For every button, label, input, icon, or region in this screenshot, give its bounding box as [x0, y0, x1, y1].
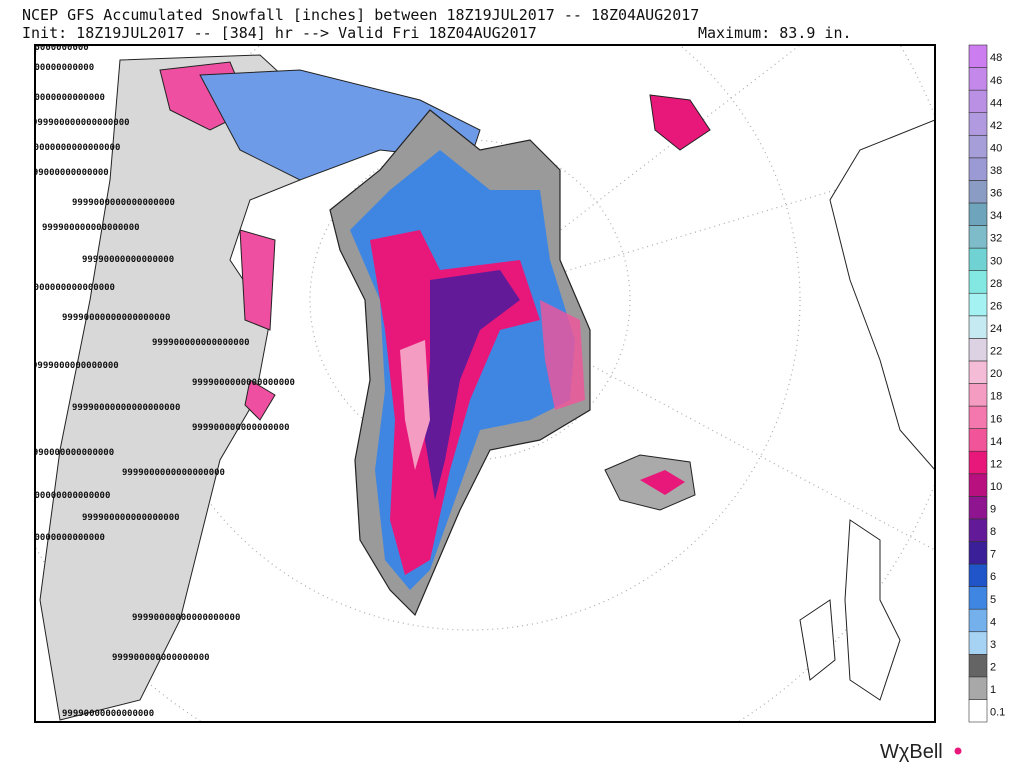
map-label: 999900000000000000	[82, 513, 180, 523]
colorbar-bin	[968, 338, 988, 362]
colorbar-label: 28	[990, 278, 1002, 290]
colorbar-label: 4	[990, 616, 996, 628]
map-label: 999900000000000000	[42, 223, 140, 233]
colorbar-bin	[968, 653, 988, 678]
logo: WχBell	[880, 741, 943, 763]
colorbar-bin	[968, 586, 988, 610]
colorbar-label: 16	[990, 413, 1002, 425]
map-label: 99990000000000000	[82, 255, 174, 265]
map-label: 99990000000000000000	[2, 491, 110, 501]
colorbar-bin	[968, 518, 988, 542]
colorbar-bin	[968, 699, 988, 723]
colorbar-bin	[968, 202, 988, 226]
colorbar-label: 9	[990, 504, 996, 516]
colorbar-label: 44	[990, 97, 1002, 109]
map-label: 9999000000000000000	[2, 533, 105, 543]
colorbar-bin	[968, 631, 988, 655]
map-label: 99990000000000000000	[12, 143, 120, 153]
map: 9999000000000000 99990000000000000 9999000…	[2, 43, 936, 723]
colorbar-label: 6	[990, 571, 996, 583]
colorbar-bin	[968, 292, 988, 317]
colorbar-bin	[968, 608, 988, 633]
colorbar-label: 0.1	[990, 707, 1005, 719]
map-label: 999900000000000000	[32, 118, 130, 128]
maximum: Maximum: 83.9 in.	[698, 24, 852, 42]
colorbar-label: 20	[990, 368, 1002, 380]
colorbar-label: 24	[990, 323, 1002, 335]
map-label: 9999000000000000000	[12, 283, 115, 293]
map-label: 99990000000000000	[2, 63, 94, 73]
colorbar-bin	[968, 157, 988, 181]
colorbar-label: 10	[990, 481, 1002, 493]
map-label: 9999000000000000	[32, 361, 119, 371]
colorbar-label: 36	[990, 188, 1002, 200]
colorbar-bin	[968, 270, 988, 294]
colorbar: 0.11234567891012141618202224262830323436…	[968, 44, 1005, 723]
colorbar-bin	[968, 676, 988, 700]
map-label: 99990000000000000	[62, 709, 154, 719]
colorbar-bin	[968, 112, 988, 136]
colorbar-label: 8	[990, 526, 996, 538]
colorbar-label: 42	[990, 120, 1002, 132]
colorbar-bin	[968, 360, 988, 384]
colorbar-label: 3	[990, 639, 996, 651]
map-label: 99990000000000000000	[72, 403, 180, 413]
colorbar-bin	[968, 67, 988, 91]
colorbar-bin	[968, 180, 988, 204]
map-label: 999900000000000000	[112, 653, 210, 663]
colorbar-bin	[968, 473, 988, 497]
colorbar-label: 30	[990, 255, 1002, 267]
colorbar-label: 48	[990, 52, 1002, 64]
colorbar-bin	[968, 496, 988, 520]
colorbar-bin	[968, 428, 988, 452]
map-label: 99990000000000000	[22, 448, 114, 458]
map-label: 99990000000000000000	[132, 613, 240, 623]
colorbar-label: 7	[990, 549, 996, 561]
map-label: 999900000000000000	[152, 338, 250, 348]
logo-dot	[954, 747, 962, 755]
colorbar-bin	[968, 450, 988, 475]
colorbar-bin	[968, 134, 988, 159]
colorbar-bin	[968, 315, 988, 339]
colorbar-bin	[968, 541, 988, 565]
colorbar-bin	[968, 89, 988, 113]
colorbar-label: 22	[990, 346, 1002, 358]
colorbar-bin	[968, 383, 988, 407]
title: NCEP GFS Accumulated Snowfall [inches] b…	[22, 6, 699, 24]
map-label: 9999000000000000000	[122, 468, 225, 478]
colorbar-label: 38	[990, 165, 1002, 177]
colorbar-label: 5	[990, 594, 996, 606]
map-label: 999900000000000000	[192, 423, 290, 433]
map-label: 9999000000000000	[22, 168, 109, 178]
colorbar-label: 40	[990, 142, 1002, 154]
colorbar-label: 32	[990, 233, 1002, 245]
colorbar-bin	[968, 405, 988, 429]
colorbar-label: 26	[990, 300, 1002, 312]
map-label: 99990000000000000000	[62, 313, 170, 323]
colorbar-bin	[968, 563, 988, 587]
colorbar-bin	[968, 44, 988, 68]
colorbar-label: 1	[990, 684, 996, 696]
colorbar-label: 12	[990, 458, 1002, 470]
colorbar-label: 34	[990, 210, 1002, 222]
colorbar-bin	[968, 247, 988, 271]
colorbar-bin	[968, 225, 988, 249]
subtitle: Init: 18Z19JUL2017 -- [384] hr --> Valid…	[22, 24, 537, 42]
map-label: 9999000000000000000	[2, 93, 105, 103]
map-label: 9999000000000000	[2, 43, 89, 53]
colorbar-label: 46	[990, 75, 1002, 87]
map-label: 9999000000000000000	[72, 198, 175, 208]
colorbar-label: 14	[990, 436, 1002, 448]
colorbar-label: 18	[990, 391, 1002, 403]
colorbar-label: 2	[990, 661, 996, 673]
map-label: 9999000000000000000	[192, 378, 295, 388]
